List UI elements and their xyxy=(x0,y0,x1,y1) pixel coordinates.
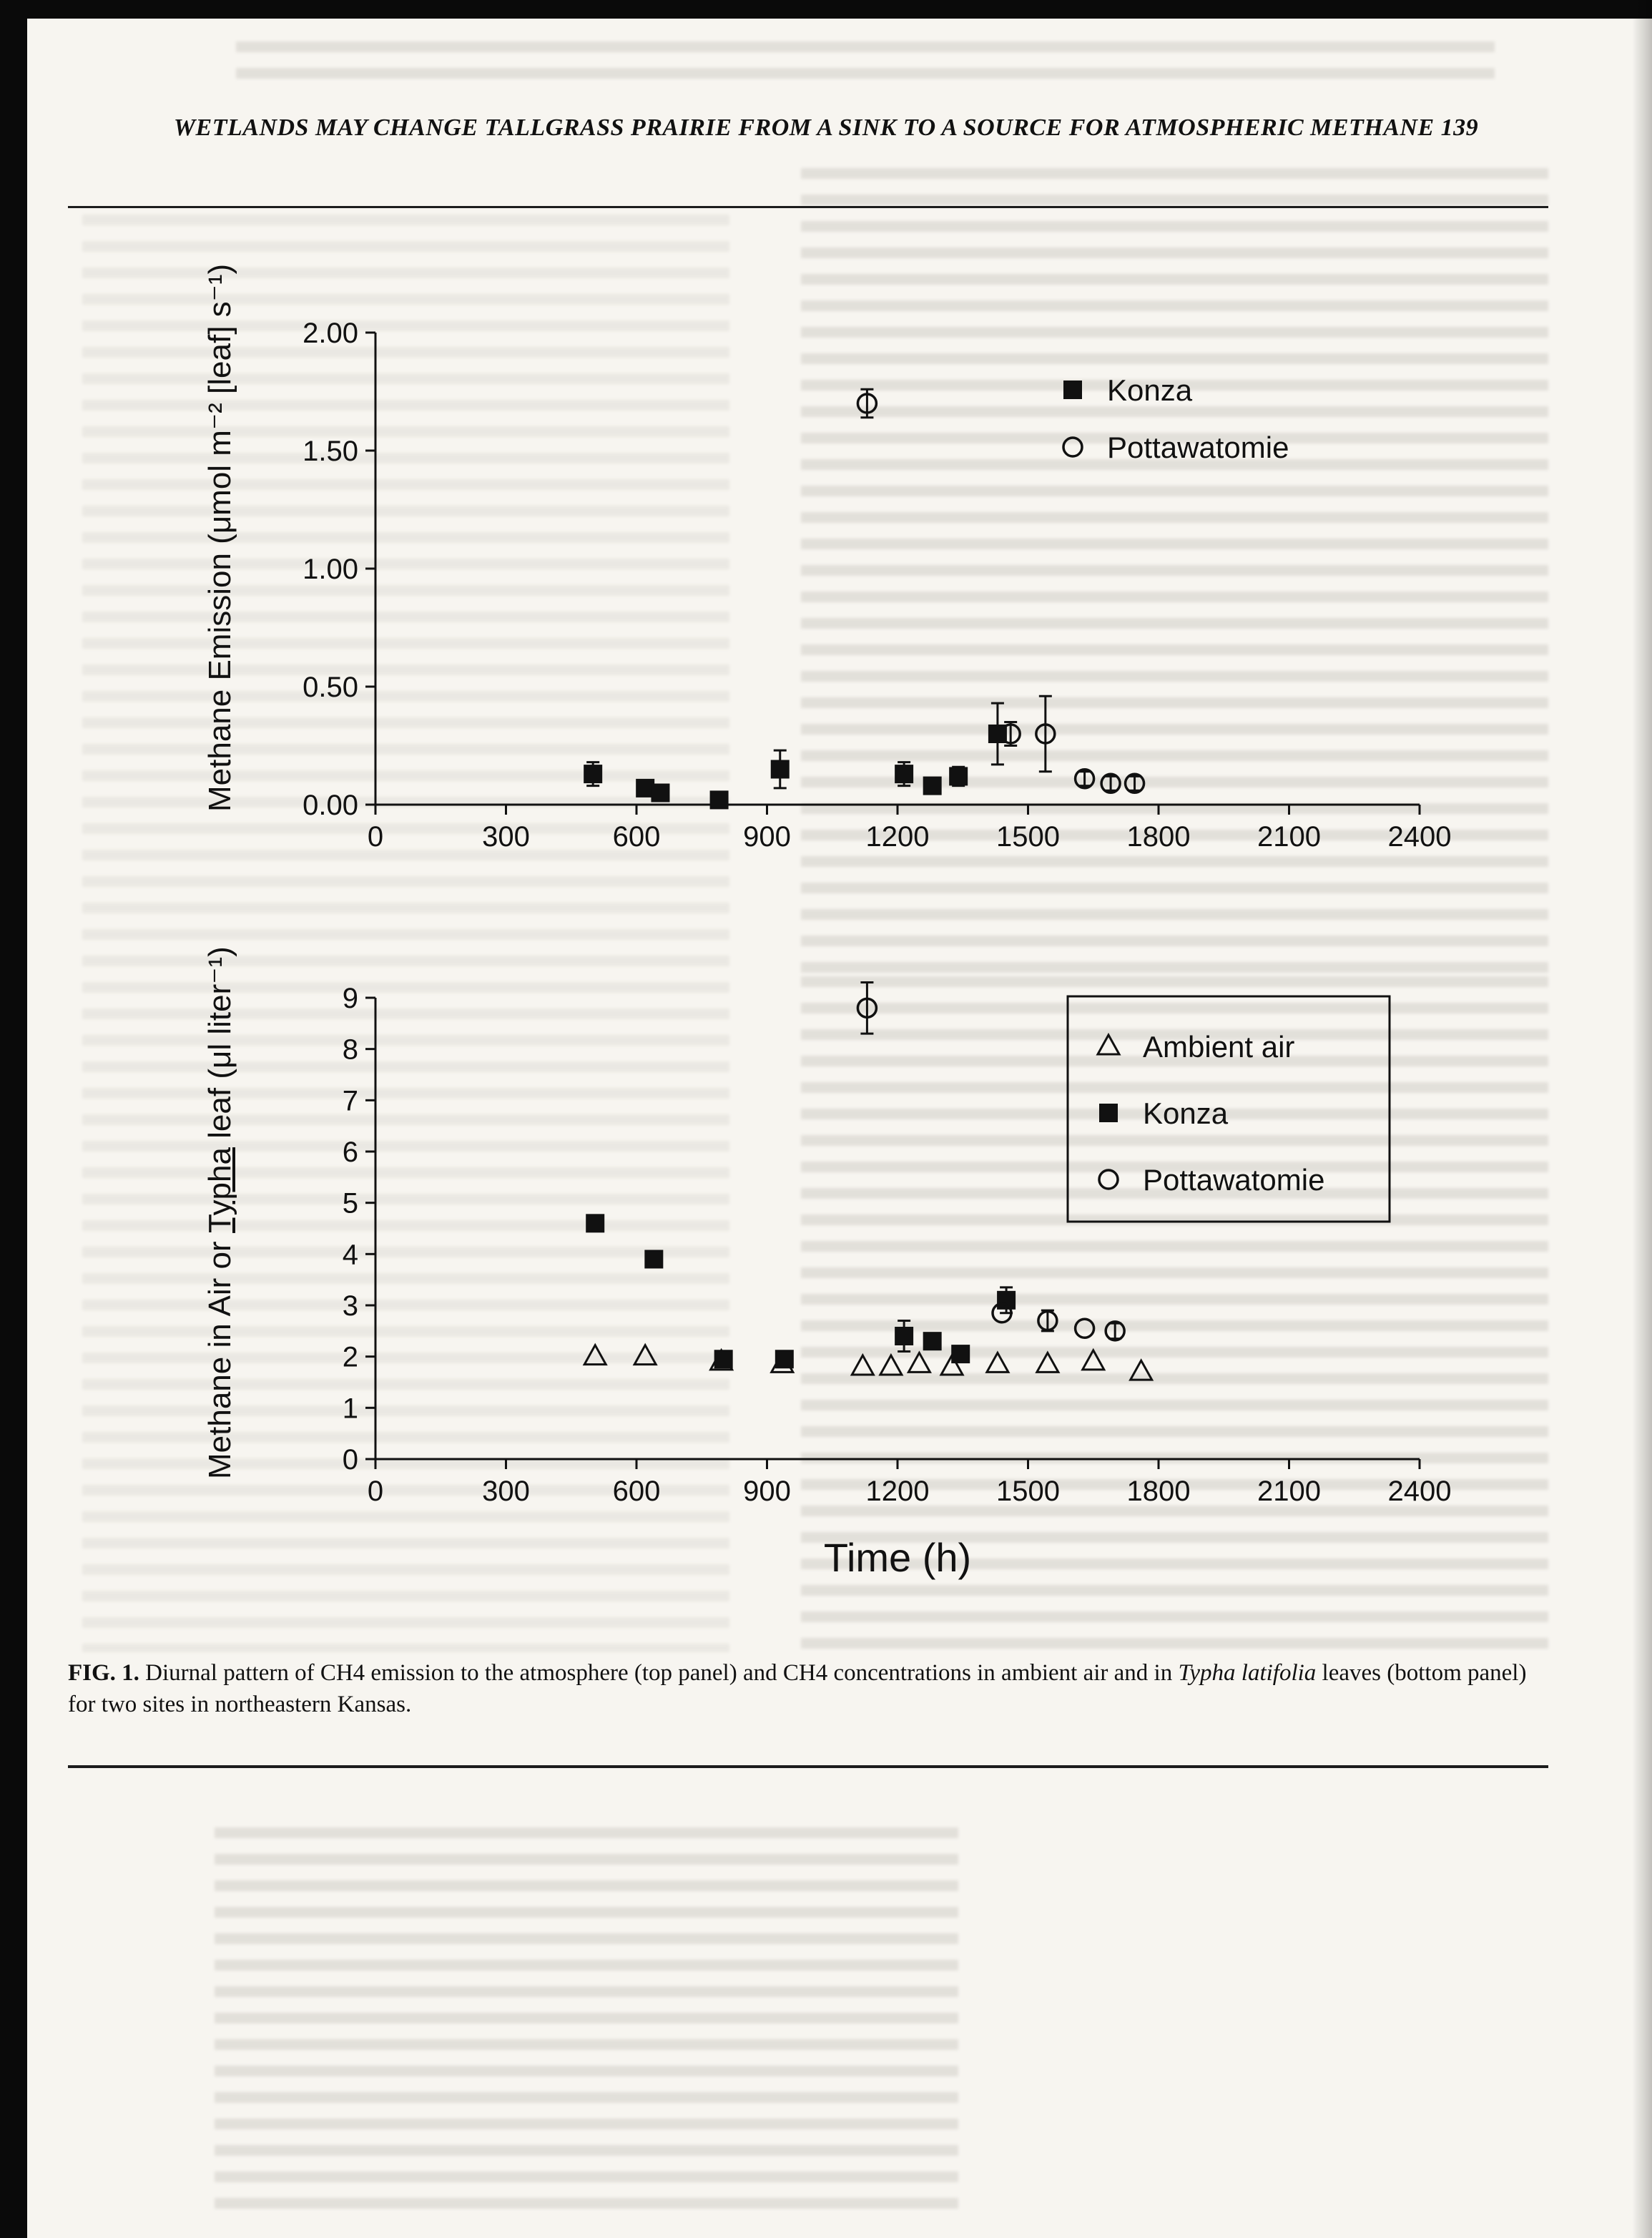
bottom-chart-methane-concentration: 0 300 600 900 1200 1500 1800 2100 2400 0 1 2 3 4 5 6 7 8 9… xyxy=(343,981,1452,1507)
svg-text:1.50: 1.50 xyxy=(303,436,358,467)
svg-text:0.50: 0.50 xyxy=(303,672,358,703)
svg-text:300: 300 xyxy=(482,1476,530,1507)
y-label-underlined-typha: Typha xyxy=(202,1147,237,1233)
svg-text:2.00: 2.00 xyxy=(303,318,358,349)
svg-text:1200: 1200 xyxy=(866,821,930,853)
caption-species-name: Typha latifolia xyxy=(1178,1660,1317,1686)
caption-text: Diurnal pattern of CH4 emission to the a… xyxy=(139,1660,1179,1686)
svg-text:300: 300 xyxy=(482,821,530,853)
svg-text:1: 1 xyxy=(343,1393,358,1424)
scan-edge-right xyxy=(1632,0,1652,2238)
svg-text:1.00: 1.00 xyxy=(303,554,358,585)
y-label-text: Methane in Air or xyxy=(202,1232,237,1479)
bleedthrough-text-region xyxy=(801,976,1548,1649)
svg-text:900: 900 xyxy=(743,1476,791,1507)
running-head: WETLANDS MAY CHANGE TALLGRASS PRAIRIE FR… xyxy=(173,114,1479,141)
top-chart-methane-emission: 0 300 600 900 1200 1500 1800 2100 2400 0.00 0.50 1.… xyxy=(303,318,1452,853)
bleedthrough-text-region xyxy=(801,168,1548,976)
svg-text:2100: 2100 xyxy=(1257,821,1321,853)
svg-text:1200: 1200 xyxy=(866,1476,930,1507)
svg-text:Pottawatomie: Pottawatomie xyxy=(1107,431,1289,464)
bottom-chart-y-axis-label: Methane in Air or Typha leaf (μl liter⁻¹… xyxy=(202,946,238,1479)
svg-text:Konza: Konza xyxy=(1107,373,1193,407)
svg-text:1800: 1800 xyxy=(1127,1476,1191,1507)
svg-text:4: 4 xyxy=(343,1239,358,1270)
svg-text:600: 600 xyxy=(613,1476,661,1507)
svg-text:Konza: Konza xyxy=(1143,1096,1229,1130)
svg-text:1800: 1800 xyxy=(1127,821,1191,853)
svg-text:Ambient air: Ambient air xyxy=(1143,1030,1294,1064)
svg-text:600: 600 xyxy=(613,821,661,853)
svg-text:5: 5 xyxy=(343,1188,358,1219)
svg-text:1500: 1500 xyxy=(996,1476,1060,1507)
bleedthrough-text-region xyxy=(82,215,729,1652)
bleedthrough-text-region xyxy=(236,41,1495,83)
svg-text:2100: 2100 xyxy=(1257,1476,1321,1507)
svg-text:3: 3 xyxy=(343,1290,358,1322)
svg-text:Pottawatomie: Pottawatomie xyxy=(1143,1163,1324,1197)
caption-rule xyxy=(68,1765,1548,1768)
svg-text:7: 7 xyxy=(343,1085,358,1116)
svg-text:9: 9 xyxy=(343,983,358,1014)
svg-text:2: 2 xyxy=(343,1342,358,1373)
svg-text:2400: 2400 xyxy=(1388,1476,1452,1507)
x-axis-label-time: Time (h) xyxy=(823,1535,972,1580)
svg-text:2400: 2400 xyxy=(1388,821,1452,853)
scan-edge-top xyxy=(0,0,1652,19)
figure-caption: FIG. 1. Diurnal pattern of CH4 emission … xyxy=(68,1658,1555,1720)
top-chart-y-axis-label: Methane Emission (μmol m⁻² [leaf] s⁻¹) xyxy=(202,263,237,812)
figure-number: FIG. 1. xyxy=(68,1660,139,1686)
svg-text:0: 0 xyxy=(368,821,383,853)
svg-text:1500: 1500 xyxy=(996,821,1060,853)
caption-text: leaves (bottom panel) for two sites in n… xyxy=(68,1660,1533,1717)
y-label-text: leaf (μl liter⁻¹) xyxy=(202,946,237,1148)
header-rule xyxy=(68,206,1548,208)
svg-text:900: 900 xyxy=(743,821,791,853)
bleedthrough-text-region xyxy=(215,1827,958,2224)
svg-text:6: 6 xyxy=(343,1137,358,1168)
scan-edge-left xyxy=(0,0,27,2238)
svg-text:0: 0 xyxy=(368,1476,383,1507)
svg-text:0.00: 0.00 xyxy=(303,790,358,821)
svg-text:8: 8 xyxy=(343,1034,358,1066)
svg-text:0: 0 xyxy=(343,1444,358,1476)
